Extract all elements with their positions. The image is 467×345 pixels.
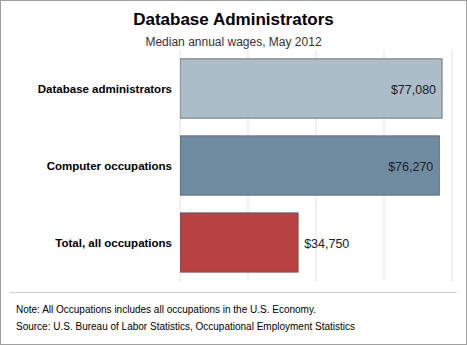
bars bbox=[180, 59, 442, 272]
frame bbox=[1, 1, 467, 345]
data-label: $76,270 bbox=[388, 160, 433, 174]
source: Source: U.S. Bureau of Labor Statistics,… bbox=[16, 321, 355, 332]
category-label: Total, all occupations bbox=[55, 237, 172, 249]
grid-line bbox=[452, 50, 453, 281]
data-label: $77,080 bbox=[391, 83, 436, 97]
labels: Database administrators $77,080 Computer o… bbox=[38, 83, 436, 251]
note: Note: All Occupations includes all occup… bbox=[16, 304, 316, 315]
category-label: Database administrators bbox=[38, 83, 172, 95]
bar bbox=[180, 59, 442, 118]
grid bbox=[180, 50, 452, 281]
chart: Database Administrators Median annual wag… bbox=[0, 0, 467, 345]
category-label: Computer occupations bbox=[47, 160, 172, 172]
separator bbox=[10, 292, 457, 293]
subtitle: Median annual wages, May 2012 bbox=[145, 35, 321, 49]
title: Database Administrators bbox=[133, 10, 334, 29]
bar bbox=[180, 136, 439, 195]
data-label: $34,750 bbox=[304, 237, 349, 251]
bar bbox=[180, 213, 298, 272]
